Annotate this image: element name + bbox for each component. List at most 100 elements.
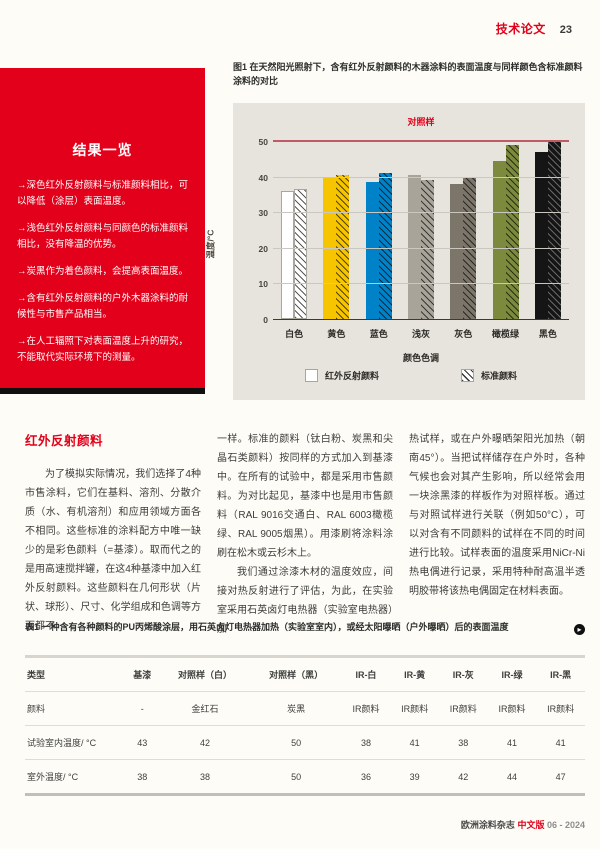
table-row: 试验室内温度/ °C 43 42 50 38 41 38 41 41 bbox=[25, 726, 585, 760]
table-cell: IR颜料 bbox=[498, 704, 526, 714]
page-number: 23 bbox=[559, 24, 572, 36]
category-label: 浅灰 bbox=[411, 329, 430, 339]
results-summary-box: 结果一览 →深色红外反射颜料与标准颜料相比，可以降低（涂层）表面温度。 →浅色红外… bbox=[0, 68, 205, 394]
paragraph: 为了模拟实际情况，我们选择了4种市售涂料，它们在基料、溶剂、分散介质（水、有机溶… bbox=[25, 469, 201, 632]
table-cell: 50 bbox=[291, 737, 302, 748]
bar-group-黄色 bbox=[315, 141, 357, 319]
edition-label: 中文版 bbox=[517, 820, 545, 830]
bar-standard-橄榄绿 bbox=[505, 144, 519, 319]
legend-swatch-solid bbox=[305, 369, 318, 382]
section-rubric: 技术论文 bbox=[495, 22, 546, 36]
bar-ir-橄榄绿 bbox=[492, 160, 506, 319]
bar-standard-浅灰 bbox=[420, 180, 434, 319]
category-label: 黄色 bbox=[327, 329, 346, 339]
gridline bbox=[273, 212, 569, 214]
bar-standard-蓝色 bbox=[378, 173, 392, 319]
table-row: 室外温度/ °C 38 38 50 36 39 42 44 47 bbox=[25, 760, 585, 795]
journal-name: 欧洲涂料杂志 bbox=[460, 820, 515, 830]
table-cell: 41 bbox=[555, 737, 566, 748]
article-column-1: 红外反射颜料 为了模拟实际情况，我们选择了4种市售涂料，它们在基料、溶剂、分散介… bbox=[25, 430, 201, 639]
table-header-cell: 对照样（白） bbox=[178, 670, 233, 680]
bar-standard-黑色 bbox=[547, 141, 561, 319]
bar-group-黑色 bbox=[527, 141, 569, 319]
bar-group-蓝色 bbox=[358, 141, 400, 319]
table-cell: 炭黑 bbox=[287, 704, 306, 714]
plot-area: 0 10 20 30 40 50 bbox=[259, 137, 569, 325]
table-cell: IR颜料 bbox=[352, 704, 380, 714]
y-tick-label: 40 bbox=[258, 172, 268, 183]
table-caption: 表1 一种含有各种颜料的PU丙烯酸涂层，用石英卤灯电热器加热（实验室室内），或经… bbox=[25, 622, 509, 632]
table-header-cell: IR-黑 bbox=[550, 670, 572, 680]
table-header-cell: IR-黄 bbox=[404, 670, 426, 680]
bars bbox=[273, 141, 569, 319]
paragraph: 热试样，或在户外曝晒架阳光加热（朝南45°）。当把试样储存在户外时，各种气候也会… bbox=[409, 434, 585, 597]
reference-line bbox=[273, 140, 569, 142]
gridline bbox=[273, 176, 569, 178]
category-label: 灰色 bbox=[454, 329, 473, 339]
summary-item: →深色红外反射颜料与标准颜料相比，可以降低（涂层）表面温度。 bbox=[17, 180, 189, 207]
table-header-cell: IR-白 bbox=[355, 670, 377, 680]
gridline bbox=[273, 283, 569, 285]
table-row: 颜料 - 金红石 炭黑 IR颜料 IR颜料 IR颜料 IR颜料 IR颜料 bbox=[25, 692, 585, 726]
table-cell: 金红石 bbox=[191, 704, 219, 714]
table-cell: IR颜料 bbox=[547, 704, 575, 714]
summary-title: 结果一览 bbox=[72, 142, 133, 158]
bar-chart-panel: 对照样 温度/°C 0 10 20 30 40 50 白色 黄色 蓝色 浅灰 灰色 橄榄绿 黑色 颜色… bbox=[205, 103, 585, 400]
bar-ir-蓝色 bbox=[365, 181, 379, 319]
issue-number: 06 - 2024 bbox=[546, 820, 585, 830]
legend-label-ir: 红外反射颜料 bbox=[325, 371, 380, 381]
y-tick-label: 10 bbox=[258, 279, 268, 290]
bar-group-浅灰 bbox=[400, 141, 442, 319]
table-cell: 44 bbox=[506, 771, 517, 782]
paragraph: 一样。标准的颜料（钛白粉、炭黑和尖晶石类颜料）按同样的方式加入到基漆中。在所有的… bbox=[217, 434, 393, 559]
table-header-cell: 基漆 bbox=[133, 670, 152, 680]
summary-item: →含有红外反射颜料的户外木器涂料的耐候性与市售产品相当。 bbox=[17, 293, 189, 320]
table-cell: 38 bbox=[360, 737, 371, 748]
y-axis-label: 温度/°C bbox=[205, 229, 216, 258]
table-cell: 颜料 bbox=[27, 704, 46, 714]
category-label: 橄榄绿 bbox=[492, 329, 520, 339]
continue-arrow-icon: ▸ bbox=[574, 624, 585, 635]
table-cell: 42 bbox=[200, 737, 211, 748]
table-header-row: 类型 基漆 对照样（白） 对照样（黑） IR-白 IR-黄 IR-灰 IR-绿 IR-黑 bbox=[25, 656, 585, 692]
bar-standard-黄色 bbox=[336, 174, 350, 319]
table-header-cell: 对照样（黑） bbox=[269, 670, 324, 680]
table-cell: 室外温度/ °C bbox=[27, 772, 79, 782]
table-cell: IR颜料 bbox=[449, 704, 477, 714]
bar-ir-浅灰 bbox=[407, 174, 421, 319]
table-header-cell: IR-灰 bbox=[452, 670, 474, 680]
table-cell: - bbox=[140, 703, 144, 714]
category-label: 白色 bbox=[285, 329, 304, 339]
reference-line-label: 对照样 bbox=[407, 117, 435, 127]
table-head: 类型 基漆 对照样（白） 对照样（黑） IR-白 IR-黄 IR-灰 IR-绿 IR-黑 bbox=[25, 656, 585, 692]
summary-item: →浅色红外反射颜料与同颜色的标准颜料相比，没有降温的优势。 bbox=[17, 223, 189, 250]
table-cell: 38 bbox=[458, 737, 469, 748]
table-cell: 38 bbox=[137, 771, 148, 782]
table-cell: 38 bbox=[200, 771, 211, 782]
x-axis-line bbox=[273, 319, 569, 320]
bar-ir-灰色 bbox=[450, 183, 464, 319]
article-heading: 红外反射颜料 bbox=[25, 434, 104, 448]
summary-item: →炭黑作为着色颜料，会提高表面温度。 bbox=[17, 266, 189, 277]
table-cell: 41 bbox=[506, 737, 517, 748]
y-tick-label: 20 bbox=[258, 243, 268, 254]
x-category-labels: 白色 黄色 蓝色 浅灰 灰色 橄榄绿 黑色 bbox=[273, 327, 569, 340]
table-cell: 47 bbox=[555, 771, 566, 782]
results-table: 类型 基漆 对照样（白） 对照样（黑） IR-白 IR-黄 IR-灰 IR-绿 IR-黑 颜料 -… bbox=[25, 655, 585, 796]
table-cell: 36 bbox=[360, 771, 371, 782]
bar-group-白色 bbox=[273, 141, 315, 319]
legend-swatch-hatched bbox=[461, 369, 474, 382]
gridline bbox=[273, 247, 569, 249]
y-tick-label: 0 bbox=[263, 315, 268, 325]
table-cell: 41 bbox=[409, 737, 420, 748]
table-cell: 43 bbox=[137, 737, 148, 748]
y-tick-label: 30 bbox=[258, 208, 268, 219]
bar-standard-白色 bbox=[294, 189, 308, 319]
table-header-cell: 类型 bbox=[27, 670, 46, 680]
summary-items: →深色红外反射颜料与标准颜料相比，可以降低（涂层）表面温度。 →浅色红外反射颜料与… bbox=[17, 178, 188, 366]
category-label: 蓝色 bbox=[369, 329, 388, 339]
page-header: 技术论文 23 bbox=[496, 20, 572, 37]
table-cell: IR颜料 bbox=[401, 704, 429, 714]
table-body: 颜料 - 金红石 炭黑 IR颜料 IR颜料 IR颜料 IR颜料 IR颜料 试验室内温度/ °C 43… bbox=[25, 692, 585, 795]
category-label: 黑色 bbox=[538, 329, 557, 339]
